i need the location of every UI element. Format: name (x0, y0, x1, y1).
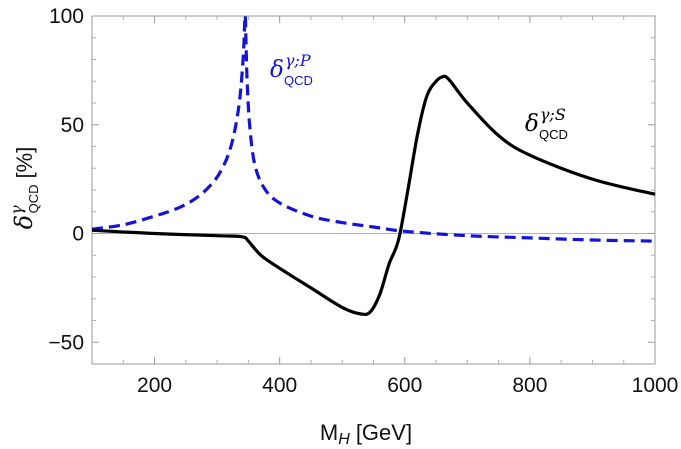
x-tick-label: 200 (137, 374, 172, 397)
series-layer (91, 13, 656, 317)
x-axis-label-main: M (320, 420, 338, 445)
y-axis-label-unit: [%] (12, 147, 37, 179)
series-p-line (91, 13, 656, 243)
series-s-label: δγ;S QCD (525, 105, 568, 142)
axis-ticks (92, 15, 656, 364)
x-tick-label: 600 (387, 374, 422, 397)
tick-labels: 200 400 600 800 1000 −50 0 50 100 (48, 5, 678, 397)
x-axis-label: MH [GeV] (320, 420, 412, 448)
y-tick-label: −50 (48, 331, 84, 354)
y-axis-label-main: δ (10, 215, 38, 229)
plot-frame (91, 15, 656, 365)
x-tick-label: 800 (512, 374, 547, 397)
y-tick-label: 50 (61, 114, 84, 137)
y-tick-label: 0 (72, 223, 84, 246)
plot-area (91, 13, 656, 365)
series-p-label: δγ;P QCD (270, 51, 313, 88)
x-axis-label-unit: [GeV] (356, 420, 412, 445)
y-axis-label-sub: QCD (26, 184, 41, 213)
series-s-line (91, 74, 656, 317)
y-axis-label: δγQCD [%] (7, 147, 41, 230)
series-labels: δγ;P QCD δγ;S QCD (270, 51, 568, 142)
x-tick-label: 1000 (632, 374, 679, 397)
y-tick-label: 100 (49, 5, 84, 28)
x-axis-label-sub: H (338, 431, 350, 448)
x-tick-label: 400 (262, 374, 297, 397)
y-axis-label-sup: γ (7, 205, 26, 215)
